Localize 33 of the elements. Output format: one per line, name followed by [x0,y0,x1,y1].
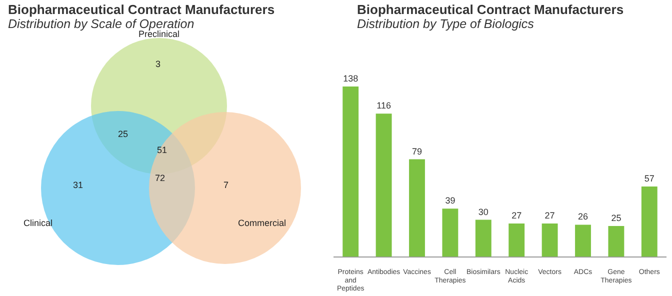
bar [442,208,458,257]
bar [342,86,359,257]
data-label: 39 [445,196,456,206]
bar [608,226,624,257]
bar [508,223,525,257]
chart-subtitle: Distribution by Type of Biologics [357,17,534,31]
bar [409,159,425,257]
data-label: 27 [544,210,555,220]
text: 51 [156,145,168,155]
category-label: Commercial [238,218,286,228]
data-label: 25 [611,212,622,223]
category-label: Clinical [23,218,53,228]
data-label: 30 [478,206,488,217]
bar [641,186,658,257]
text: 7 [223,180,229,190]
text: Distribution by Scale of Operation [8,17,194,31]
data-label: 57 [644,173,654,184]
data-label: 138 [343,73,358,84]
data-label: 116 [376,100,391,111]
text: 3 [155,59,161,69]
category-label: Preclinical [138,29,180,39]
bar [475,220,492,257]
text: 31 [72,180,84,190]
data-label: 26 [578,212,588,222]
chart-title: Biopharmaceutical Contract Manufacturers [357,2,624,17]
text: 72 [154,173,166,183]
text: 25 [118,129,128,139]
data-label: 27 [512,210,522,220]
bar [542,223,558,257]
bar [376,114,392,257]
text: Biopharmaceutical Contract Manufacturers [8,2,275,17]
bar [575,224,591,257]
data-label: 79 [412,146,422,156]
